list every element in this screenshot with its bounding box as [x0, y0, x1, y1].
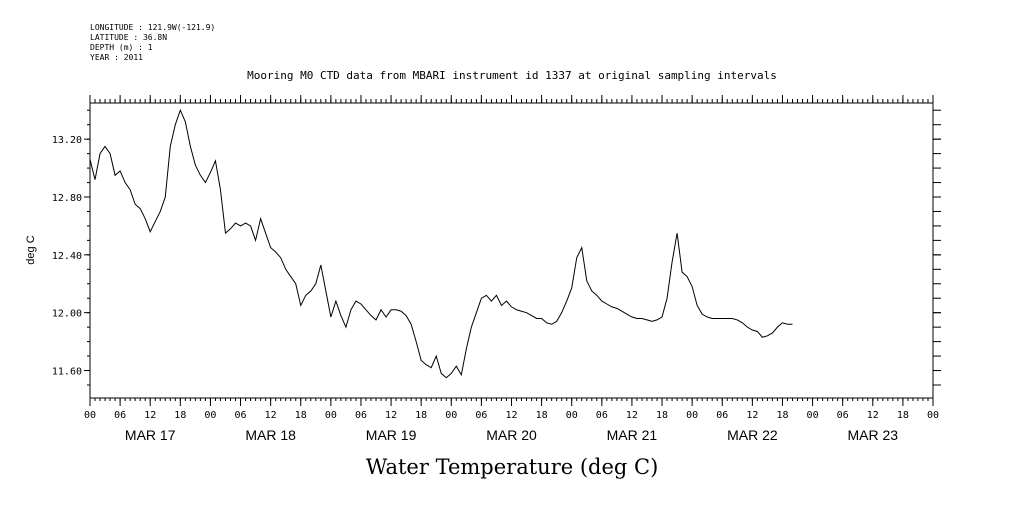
plot-frame: [89, 102, 934, 399]
x-hour-label: 12: [385, 410, 397, 421]
x-day-label: MAR 21: [607, 427, 658, 443]
x-hour-label: 00: [204, 410, 216, 421]
x-hour-label: 00: [325, 410, 337, 421]
x-hour-label: 18: [656, 410, 668, 421]
x-hour-label: 06: [716, 410, 728, 421]
x-hour-label: 12: [867, 410, 879, 421]
x-hour-label: 06: [475, 410, 487, 421]
x-day-label: MAR 18: [245, 427, 296, 443]
x-hour-label: 00: [807, 410, 819, 421]
x-hour-label: 06: [235, 410, 247, 421]
chart-title: Mooring M0 CTD data from MBARI instrumen…: [247, 69, 777, 82]
y-axis: 11.60 12.00 12.40 12.80 13.20: [52, 109, 941, 386]
x-hour-label: 06: [596, 410, 608, 421]
x-hour-label: 00: [445, 410, 457, 421]
x-hour-label: 12: [265, 410, 277, 421]
x-day-label: MAR 17: [125, 427, 176, 443]
x-hour-label: 18: [415, 410, 427, 421]
x-hour-label: 12: [144, 410, 156, 421]
y-tick-label: 11.60: [52, 367, 82, 378]
x-hour-label: 18: [174, 410, 186, 421]
y-axis-label: deg C: [25, 235, 37, 264]
x-hour-label: 18: [897, 410, 909, 421]
x-day-label: MAR 19: [366, 427, 417, 443]
x-hour-label: 06: [355, 410, 367, 421]
x-hour-label: 12: [746, 410, 758, 421]
top-minor-ticks: [89, 99, 934, 401]
meta-latitude: LATITUDE : 36.8N: [90, 33, 167, 42]
x-hour-label: 00: [566, 410, 578, 421]
meta-longitude: LONGITUDE : 121.9W(-121.9): [90, 23, 215, 32]
x-day-label: MAR 22: [727, 427, 778, 443]
x-hour-label: 00: [84, 410, 96, 421]
x-hour-label: 12: [626, 410, 638, 421]
y-tick-label: 12.40: [52, 251, 82, 262]
meta-depth: DEPTH (m) : 1: [90, 43, 153, 52]
x-hour-label: 06: [114, 410, 126, 421]
x-hour-label: 00: [927, 410, 939, 421]
x-hour-label: 00: [686, 410, 698, 421]
temperature-series-line: [89, 108, 793, 379]
x-hour-label: 18: [295, 410, 307, 421]
y-tick-label: 12.00: [52, 309, 82, 320]
metadata-block: LONGITUDE : 121.9W(-121.9) LATITUDE : 36…: [90, 23, 215, 62]
y-tick-label: 13.20: [52, 135, 82, 146]
x-day-label: MAR 20: [486, 427, 537, 443]
x-hour-label: 18: [776, 410, 788, 421]
x-hour-label: 06: [837, 410, 849, 421]
x-hour-label: 18: [536, 410, 548, 421]
x-hour-label: 12: [505, 410, 517, 421]
x-day-label: MAR 23: [847, 427, 898, 443]
meta-year: YEAR : 2011: [90, 53, 143, 62]
y-tick-label: 12.80: [52, 193, 82, 204]
x-axis-label: Water Temperature (deg C): [366, 455, 659, 479]
x-axis: 00 06 12 18 00 06 12 18 00 06 12 18 00 06 12 18 00 06 12 18…: [84, 95, 939, 443]
